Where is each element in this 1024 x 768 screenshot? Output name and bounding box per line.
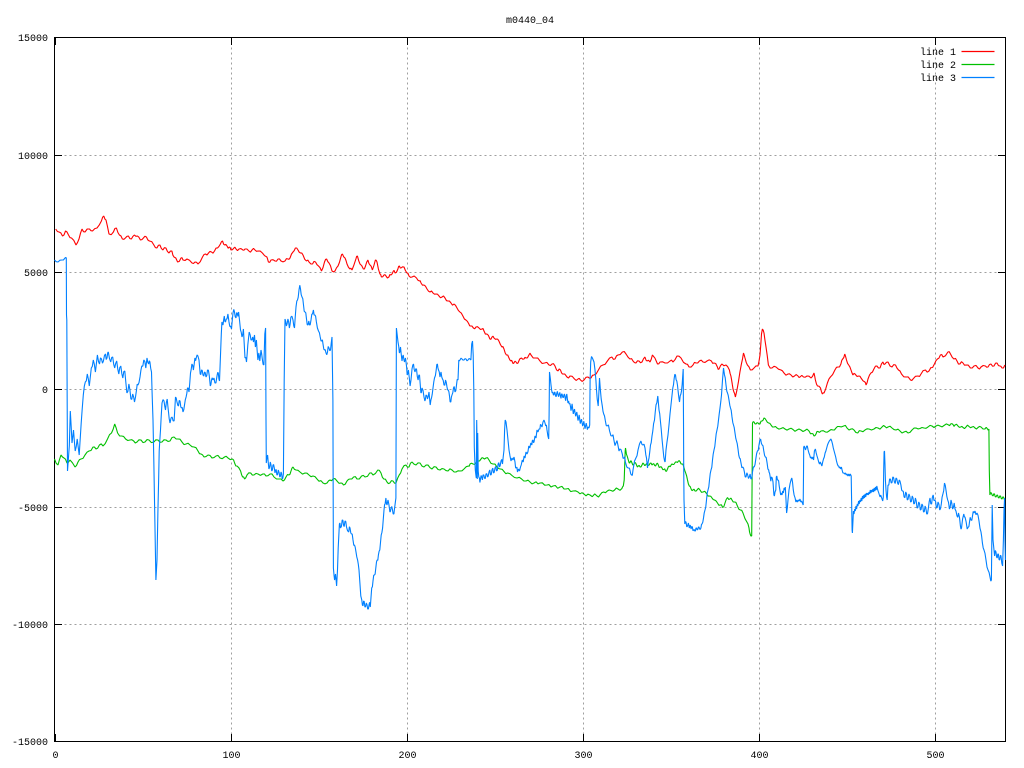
svg-text:line 1: line 1 <box>920 47 956 59</box>
svg-text:-10000: -10000 <box>12 621 48 632</box>
svg-text:-15000: -15000 <box>12 738 48 749</box>
svg-text:400: 400 <box>750 751 768 762</box>
svg-text:200: 200 <box>398 751 416 762</box>
svg-text:0: 0 <box>42 386 48 397</box>
svg-text:0: 0 <box>52 751 58 762</box>
svg-text:-5000: -5000 <box>18 504 48 515</box>
svg-text:15000: 15000 <box>18 34 48 45</box>
svg-text:line 3: line 3 <box>920 73 956 85</box>
svg-text:500: 500 <box>926 751 944 762</box>
svg-text:10000: 10000 <box>18 152 48 163</box>
svg-text:100: 100 <box>222 751 240 762</box>
svg-text:300: 300 <box>574 751 592 762</box>
svg-text:m0440_04: m0440_04 <box>506 16 554 27</box>
svg-text:5000: 5000 <box>24 269 48 280</box>
svg-text:line 2: line 2 <box>920 60 956 72</box>
